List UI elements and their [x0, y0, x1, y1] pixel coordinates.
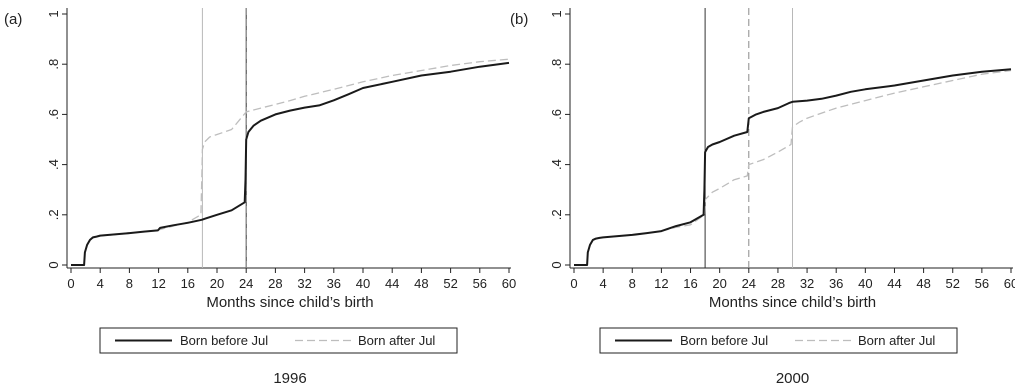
- x-tick-label: 16: [181, 276, 195, 291]
- x-tick-label: 32: [800, 276, 814, 291]
- series-line-born-before-jul: [71, 61, 510, 266]
- x-tick-label: 40: [858, 276, 872, 291]
- legend-label-after: Born after Jul: [358, 333, 435, 348]
- x-tick-label: 36: [327, 276, 341, 291]
- y-tick-label: .2: [549, 209, 564, 220]
- y-tick-label: .4: [46, 159, 61, 170]
- x-tick-label: 56: [473, 276, 487, 291]
- x-tick-label: 16: [683, 276, 697, 291]
- x-tick-label: 28: [268, 276, 282, 291]
- series-line-born-before-jul: [574, 68, 1012, 266]
- x-tick-label: 12: [151, 276, 165, 291]
- x-axis-label: Months since child’s birth: [206, 294, 373, 311]
- y-tick-label: 1: [46, 10, 61, 17]
- x-tick-label: 8: [126, 276, 133, 291]
- panel-caption: 1996: [273, 370, 306, 387]
- y-tick-label: .2: [46, 209, 61, 220]
- panel-label: (b): [510, 11, 528, 28]
- x-tick-label: 24: [742, 276, 756, 291]
- x-tick-label: 48: [414, 276, 428, 291]
- legend-label-after: Born after Jul: [858, 333, 935, 348]
- x-tick-label: 32: [297, 276, 311, 291]
- legend-label-before: Born before Jul: [180, 333, 268, 348]
- x-tick-label: 8: [629, 276, 636, 291]
- y-tick-label: 1: [549, 10, 564, 17]
- y-tick-label: .8: [46, 59, 61, 70]
- x-tick-label: 20: [712, 276, 726, 291]
- x-tick-label: 0: [67, 276, 74, 291]
- x-tick-label: 56: [975, 276, 989, 291]
- y-tick-label: 0: [46, 261, 61, 268]
- x-tick-label: 28: [771, 276, 785, 291]
- x-tick-label: 4: [600, 276, 607, 291]
- x-tick-label: 4: [97, 276, 104, 291]
- series-line-born-after-jul: [71, 58, 510, 266]
- x-tick-label: 48: [916, 276, 930, 291]
- legend: Born before Jul Born after Jul: [599, 327, 958, 354]
- panel-caption: 2000: [776, 370, 809, 387]
- x-tick-label: 52: [443, 276, 457, 291]
- x-axis-label: Months since child’s birth: [709, 294, 876, 311]
- x-tick-label: 60: [502, 276, 516, 291]
- x-tick-label: 12: [654, 276, 668, 291]
- x-tick-label: 44: [385, 276, 399, 291]
- x-tick-label: 40: [356, 276, 370, 291]
- x-tick-label: 60: [1004, 276, 1015, 291]
- x-tick-label: 24: [239, 276, 253, 291]
- legend-label-before: Born before Jul: [680, 333, 768, 348]
- panel-b: (b) 2000 Months since child’s birth Born…: [510, 8, 1015, 387]
- x-tick-label: 36: [829, 276, 843, 291]
- y-tick-label: .6: [549, 109, 564, 120]
- x-tick-label: 52: [945, 276, 959, 291]
- x-tick-label: 20: [210, 276, 224, 291]
- y-tick-label: .6: [46, 109, 61, 120]
- y-tick-label: 0: [549, 261, 564, 268]
- y-tick-label: .8: [549, 59, 564, 70]
- x-tick-label: 0: [570, 276, 577, 291]
- panel-a: (a) 1996 Months since child’s birth Born…: [4, 8, 516, 387]
- panel-label: (a): [4, 11, 22, 28]
- x-tick-label: 44: [887, 276, 901, 291]
- series-line-born-after-jul: [574, 69, 1012, 266]
- y-tick-label: .4: [549, 159, 564, 170]
- legend: Born before Jul Born after Jul: [99, 327, 458, 354]
